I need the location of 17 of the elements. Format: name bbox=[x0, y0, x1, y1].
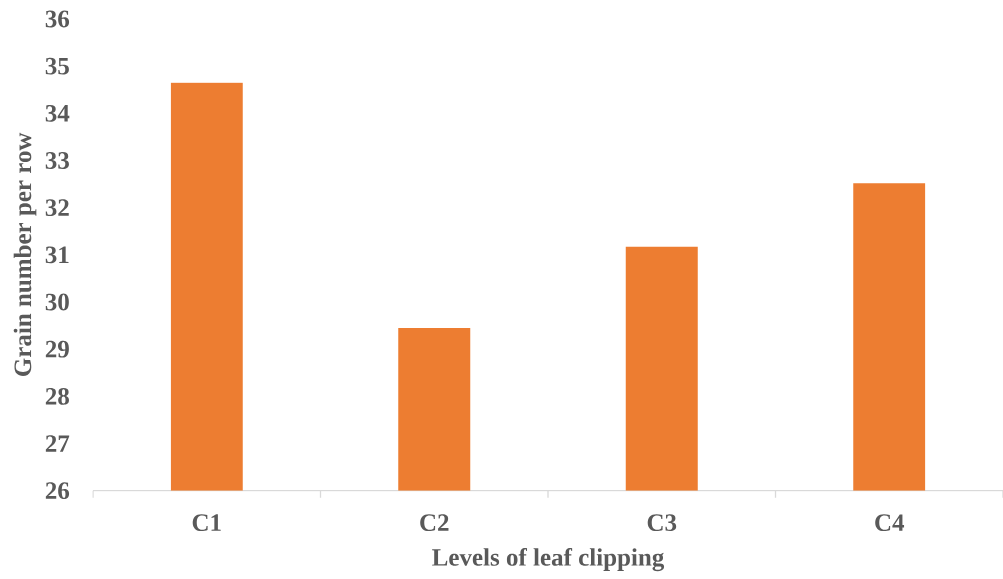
y-tick-label: 31 bbox=[45, 246, 69, 264]
y-tick-label: 29 bbox=[45, 340, 69, 358]
x-tick-label: C3 bbox=[647, 514, 677, 532]
y-tick-label: 35 bbox=[45, 57, 69, 75]
y-tick-label: 34 bbox=[45, 104, 70, 122]
y-tick-label: 32 bbox=[45, 199, 69, 217]
y-tick-label: 27 bbox=[45, 435, 70, 452]
y-tick-label: 33 bbox=[45, 152, 69, 169]
y-tick-label: 26 bbox=[45, 482, 70, 500]
x-axis-title: Levels of leaf clipping bbox=[432, 548, 665, 572]
x-tick-label: C1 bbox=[192, 514, 221, 532]
y-tick-label: 36 bbox=[45, 10, 70, 28]
y-tick-label: 30 bbox=[45, 293, 69, 311]
x-tick-label: C2 bbox=[420, 514, 449, 532]
y-axis-title: Grain number per row bbox=[13, 132, 37, 376]
y-tick-label: 28 bbox=[45, 387, 69, 405]
x-tick-label: C4 bbox=[875, 514, 905, 532]
